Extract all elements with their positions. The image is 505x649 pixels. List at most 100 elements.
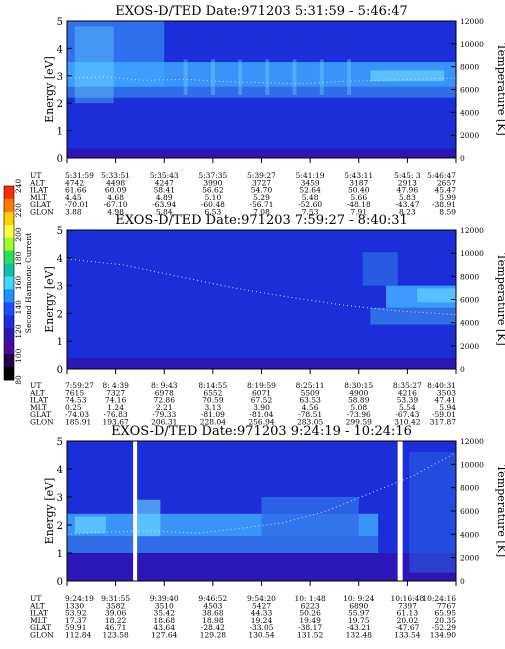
ephemeris-row-label: GLON (30, 208, 54, 217)
ephemeris-value: 7:59:27 (65, 381, 94, 390)
ephemeris-value: 6978 (155, 388, 174, 397)
ephemeris-value: 18.68 (154, 616, 176, 625)
ephemeris-value: 2913 (398, 178, 417, 187)
y-tick-label: 5 (57, 17, 63, 28)
colorbar-tick-label: 240 (14, 179, 23, 194)
ephemeris-value: 70.59 (202, 396, 224, 405)
intensity-band (362, 252, 398, 286)
y-right-tick-label: 2000 (460, 554, 479, 563)
ephemeris-value: 4742 (65, 178, 84, 187)
ephemeris-value: 63.53 (299, 396, 321, 405)
y-axis-label-right: Temperature [K] (495, 253, 505, 345)
intensity-band (409, 452, 456, 573)
ephemeris-value: 46.71 (105, 623, 126, 632)
ephemeris-value: 0.25 (65, 403, 82, 412)
ephemeris-value: 56.62 (202, 186, 224, 195)
ephemeris-value: 6071 (252, 388, 271, 397)
ephemeris-value: 3.13 (205, 403, 222, 412)
colorbar-frame (3, 185, 15, 381)
ephemeris-row-label: MLT (30, 403, 47, 412)
ephemeris-value: 3510 (155, 601, 174, 610)
ephemeris-value: 317.87 (430, 418, 456, 427)
ephemeris-value: 53.92 (65, 609, 87, 618)
ephemeris-row-label: ALT (29, 178, 45, 187)
y-right-tick-label: 6000 (460, 86, 479, 95)
intensity-band (370, 307, 456, 325)
ephemeris-value: 4503 (203, 601, 222, 610)
ephemeris-value: 3.90 (253, 403, 270, 412)
ephemeris-row-label: GLAT (30, 200, 51, 209)
ephemeris-row-label: MLT (30, 616, 47, 625)
y-right-tick-label: 0 (460, 154, 465, 163)
ephemeris-row-label: UT (30, 594, 41, 603)
ephemeris-value: 3503 (437, 388, 456, 397)
ephemeris-value: 74.53 (65, 396, 87, 405)
y-tick-label: 4 (57, 254, 63, 265)
y-tick-label: 5 (57, 226, 63, 237)
ephemeris-value: 130.54 (248, 631, 274, 640)
ephemeris-value: 9:24:19 (65, 594, 94, 603)
ephemeris-value: 5:45: 3 (394, 171, 421, 180)
y-tick-label: 1 (57, 127, 63, 138)
ephemeris-value: 5:43:11 (344, 171, 373, 180)
ephemeris-value: 5.29 (253, 193, 270, 202)
ephemeris-value: 131.52 (297, 631, 323, 640)
ephemeris-value: 5:41:19 (296, 171, 325, 180)
ephemeris-value: 228.04 (200, 418, 226, 427)
intensity-band (210, 59, 215, 95)
ephemeris-value: 7.53 (302, 208, 319, 217)
ephemeris-value: 299.59 (346, 418, 372, 427)
ephemeris-value: -63.94 (152, 200, 176, 209)
ephemeris-value: 8:19:59 (247, 381, 276, 390)
intensity-band (183, 59, 188, 95)
ephemeris-value: 5509 (301, 388, 320, 397)
y-right-tick-label: 4000 (460, 108, 479, 117)
colorbar-swatch (4, 354, 14, 368)
y-tick-label: 2 (57, 99, 63, 110)
ephemeris-value: 9:39:40 (150, 594, 179, 603)
ephemeris-value: 5.10 (205, 193, 222, 202)
y-tick-label: 0 (57, 154, 63, 165)
y-tick-label: 2 (57, 309, 63, 320)
ephemeris-value: 10: 9:24 (343, 594, 375, 603)
ephemeris-value: -47.67 (395, 623, 419, 632)
ephemeris-value: -48.18 (347, 200, 371, 209)
ephemeris-value: 4498 (106, 178, 125, 187)
ephemeris-value: 283.05 (297, 418, 323, 427)
ephemeris-value: 5.83 (399, 193, 416, 202)
ephemeris-value: 10: 1:48 (294, 594, 326, 603)
panel-title: EXOS-D/TED Date:971203 7:59:27 - 8:40:31 (115, 213, 408, 228)
ephemeris-value: 50.40 (348, 186, 370, 195)
colorbar-swatch (4, 276, 14, 290)
intensity-band (319, 59, 324, 95)
intensity-band (67, 553, 456, 581)
ephemeris-value: 7.08 (253, 208, 270, 217)
ephemeris-value: 5.48 (302, 193, 319, 202)
ephemeris-value: 52.64 (299, 186, 321, 195)
ephemeris-value: 9:31:55 (101, 594, 130, 603)
temperature-trace (66, 76, 457, 85)
colorbar-swatch (4, 302, 14, 316)
ephemeris-value: 7767 (437, 601, 456, 610)
ephemeris-value: 59.91 (65, 623, 86, 632)
ephemeris-value: -79.33 (152, 410, 176, 419)
colorbar-tick-label: 160 (14, 276, 23, 291)
ephemeris-value: 2.21 (156, 403, 173, 412)
ephemeris-value: 54.70 (251, 186, 273, 195)
colorbar-label: Second Harmonic Current (24, 233, 33, 333)
ephemeris-value: 10:16:48 (391, 594, 425, 603)
y-right-tick-label: 6000 (460, 507, 479, 516)
y-right-tick-label: 4000 (460, 319, 479, 328)
colorbar-swatch (4, 367, 14, 381)
colorbar-swatch (4, 186, 14, 200)
ephemeris-value: -74.03 (65, 410, 89, 419)
y-tick-label: 3 (57, 282, 63, 293)
ephemeris-row-label: ILAT (30, 186, 48, 195)
ephemeris-value: 19.75 (348, 616, 370, 625)
ephemeris-value: 3582 (106, 601, 125, 610)
ephemeris-value: 50.26 (299, 609, 321, 618)
ephemeris-value: -81.09 (201, 410, 225, 419)
